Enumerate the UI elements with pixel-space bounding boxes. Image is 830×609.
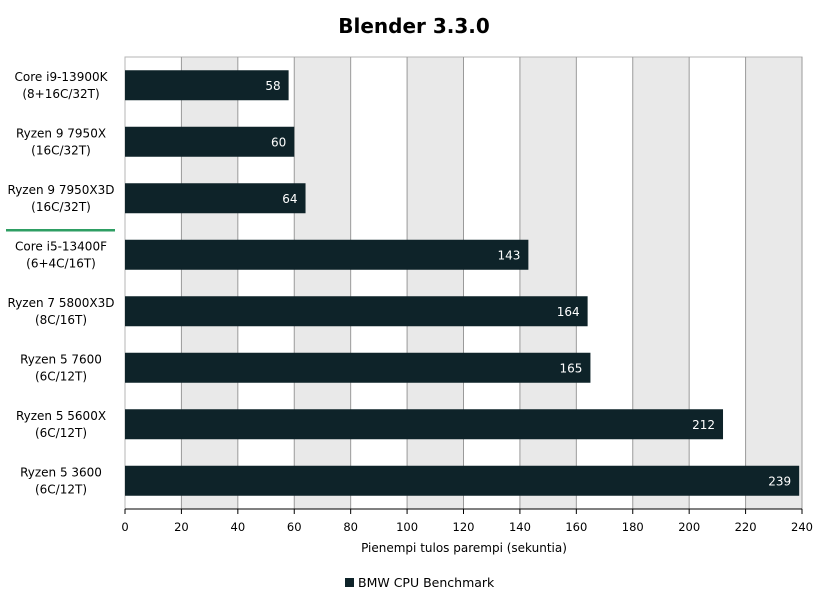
data-label: 60 [271, 135, 286, 149]
category-label: Ryzen 9 7950X [16, 126, 106, 140]
category-label: (6C/12T) [35, 426, 87, 440]
bar [125, 409, 724, 440]
plot-band [350, 57, 408, 509]
plot-band [294, 57, 351, 509]
plot-band [463, 57, 520, 509]
data-label: 165 [560, 361, 583, 375]
x-tick-label: 200 [678, 520, 700, 534]
plot-band [407, 57, 464, 509]
x-axis-title: Pienempi tulos parempi (sekuntia) [361, 541, 567, 555]
plot-band [632, 57, 690, 509]
plot-band [237, 57, 295, 509]
category-label: Ryzen 5 7600 [20, 352, 102, 366]
x-tick-label: 160 [565, 520, 587, 534]
data-label: 143 [497, 248, 520, 262]
data-label: 58 [265, 79, 280, 93]
data-label: 64 [282, 192, 297, 206]
data-label: 164 [557, 305, 580, 319]
category-label: Core i5-13400F [15, 239, 107, 253]
x-tick-label: 60 [287, 520, 302, 534]
bars [125, 70, 800, 496]
x-axis: 0 20 40 60 80 100 120 140 160 180 200 220 240 [121, 508, 813, 534]
bar [125, 296, 588, 327]
chart-title: Blender 3.3.0 [338, 14, 490, 38]
category-label: (8+16C/32T) [22, 87, 99, 101]
plot-band [576, 57, 633, 509]
category-label: (16C/32T) [31, 143, 91, 157]
category-label: (6C/12T) [35, 482, 87, 496]
x-tick-label: 0 [121, 520, 128, 534]
category-label: Ryzen 7 5800X3D [8, 296, 115, 310]
data-label: 239 [768, 474, 791, 488]
bar [125, 183, 306, 214]
plot-band [745, 57, 802, 509]
x-tick-label: 140 [509, 520, 531, 534]
value-labels: 58 60 64 143 164 165 212 239 [265, 79, 791, 489]
x-tick-label: 180 [622, 520, 644, 534]
x-tick-label: 80 [343, 520, 358, 534]
x-tick-label: 240 [791, 520, 813, 534]
legend: BMW CPU Benchmark [345, 575, 495, 590]
bar [125, 352, 591, 383]
category-label: Core i9-13900K [15, 70, 109, 84]
plot-band [519, 57, 577, 509]
category-label: (6C/12T) [35, 369, 87, 383]
plot-band [181, 57, 238, 509]
category-label: (8C/16T) [35, 313, 87, 327]
category-label: Ryzen 9 7950X3D [8, 183, 115, 197]
x-tick-label: 40 [231, 520, 246, 534]
x-tick-label: 120 [453, 520, 475, 534]
legend-label: BMW CPU Benchmark [358, 575, 495, 590]
category-label: (16C/32T) [31, 200, 91, 214]
category-labels: Core i9-13900K (8+16C/32T) Ryzen 9 7950X (1… [6, 70, 115, 496]
category-label: (6+4C/16T) [26, 256, 96, 270]
category-label: Ryzen 5 3600 [20, 465, 102, 479]
bar [125, 465, 800, 496]
plot-band [125, 57, 182, 509]
x-tick-label: 20 [174, 520, 189, 534]
x-tick-label: 220 [735, 520, 757, 534]
plot-band [689, 57, 746, 509]
bar [125, 239, 529, 270]
data-label: 212 [692, 418, 715, 432]
x-tick-label: 100 [396, 520, 418, 534]
bar [125, 126, 295, 157]
bar [125, 70, 289, 101]
legend-swatch [345, 578, 354, 587]
category-label: Ryzen 5 5600X [16, 409, 106, 423]
